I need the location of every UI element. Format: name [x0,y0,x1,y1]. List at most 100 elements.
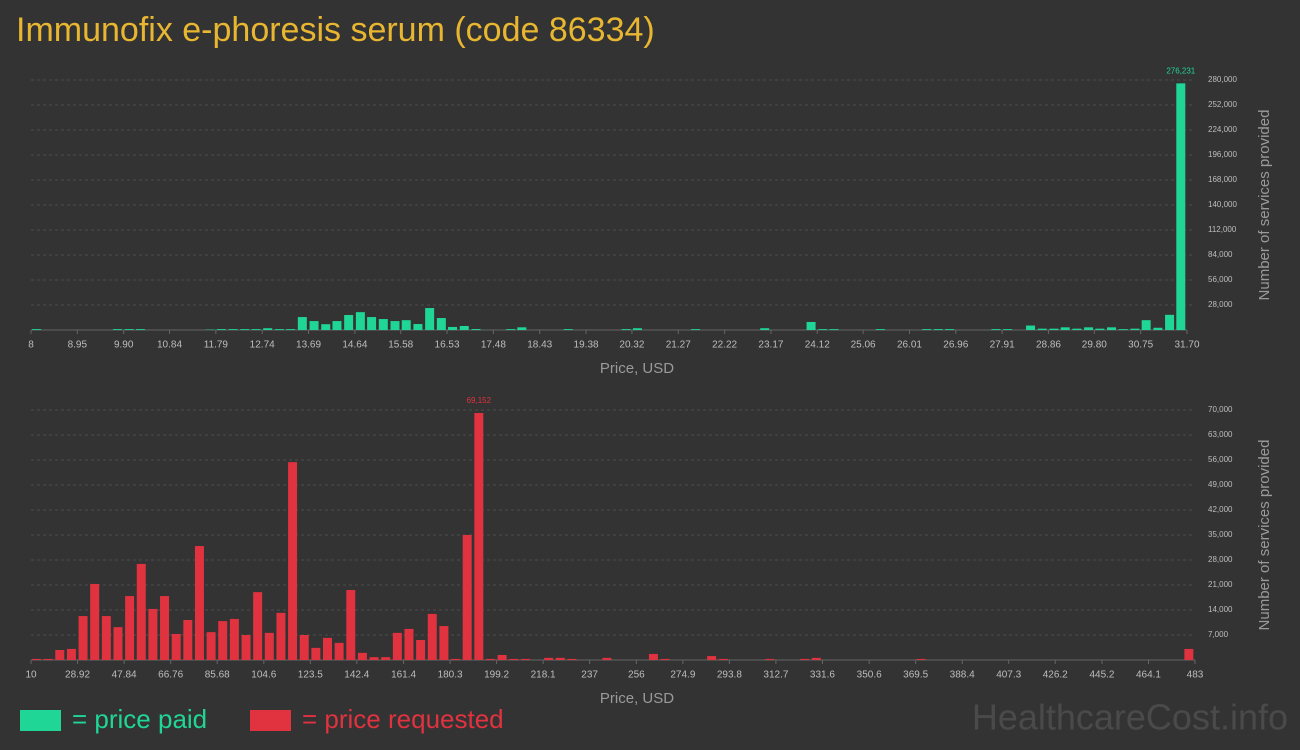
y-tick-label: 196,000 [1208,150,1237,159]
bar [321,324,331,330]
bar [621,329,631,330]
x-axis-title: Price, USD [600,690,674,707]
y-tick-label: 140,000 [1208,200,1237,209]
bar [875,329,885,330]
bar [90,583,100,660]
watermark: HealthcareCost.info [972,697,1288,738]
bar [334,642,344,660]
x-tick-label: 142.4 [344,670,369,681]
bar [1176,83,1186,331]
bar [718,658,728,660]
x-tick-label: 104.6 [251,670,276,681]
bar [311,647,321,660]
bar [355,312,365,330]
x-tick-label: 464.1 [1136,670,1161,681]
x-tick-label: 22.22 [712,340,737,351]
bar [485,658,495,660]
x-tick-label: 24.12 [805,340,830,351]
x-tick-label: 47.84 [112,670,137,681]
y-tick-label: 63,000 [1208,430,1233,439]
bar [567,658,577,660]
y-tick-label: 7,000 [1208,630,1229,639]
bar [332,321,342,330]
x-tick-label: 180.3 [438,670,463,681]
bar [602,657,612,660]
bar [1072,328,1082,330]
bar [632,328,642,330]
bar [1095,328,1105,330]
bar [497,655,507,660]
y-tick-label: 56,000 [1208,275,1233,284]
x-tick-label: 218.1 [531,670,556,681]
bar [1184,648,1194,660]
bar [404,628,414,660]
bar [241,635,251,660]
value-label: 69,152 [467,396,492,405]
x-tick-label: 21.27 [666,340,691,351]
x-tick-label: 29.80 [1082,340,1107,351]
x-tick-label: 28.86 [1036,340,1061,351]
bar [264,632,274,660]
bar [916,658,926,660]
bar [369,657,379,660]
bar [113,627,123,660]
bar [357,652,367,660]
legend-label: = price paid [72,704,207,734]
bar [818,329,828,330]
x-tick-label: 28.92 [65,670,90,681]
x-tick-label: 20.32 [619,340,644,351]
bar [392,632,402,660]
x-axis-title: Price, USD [600,360,674,377]
bar [112,329,122,330]
bar [228,329,238,330]
bar [401,320,411,330]
page-title: Immunofix e-phoresis serum (code 86334) [16,11,655,49]
bar [297,317,307,330]
x-tick-label: 23.17 [758,340,783,351]
bar [1118,329,1128,330]
bar [451,658,461,660]
legend-label: = price requested [302,704,504,734]
x-tick-label: 8.95 [68,340,88,351]
bar [544,657,554,660]
y-tick-label: 42,000 [1208,505,1233,514]
bar [253,592,263,660]
bar [1084,327,1094,330]
bar [765,658,775,660]
bar [1026,325,1036,330]
bar [286,329,296,330]
x-tick-label: 350.6 [857,670,882,681]
x-tick-label: 27.91 [990,340,1015,351]
bar [660,658,670,660]
bar [183,620,193,660]
bar [323,637,332,660]
y-tick-label: 84,000 [1208,250,1233,259]
y-tick-label: 35,000 [1208,530,1233,539]
bar [517,327,527,330]
x-tick-label: 369.5 [903,670,928,681]
x-tick-label: 11.79 [204,340,229,351]
y-tick-label: 28,000 [1208,555,1233,564]
y-tick-label: 28,000 [1208,300,1233,309]
bar [506,329,516,330]
x-tick-label: 16.53 [435,340,460,351]
y-tick-label: 56,000 [1208,455,1233,464]
bar [1107,327,1117,330]
x-tick-label: 9.90 [114,340,134,351]
x-tick-label: 14.64 [342,340,367,351]
bar [829,329,839,330]
y-tick-label: 70,000 [1208,405,1233,414]
bar [811,657,821,660]
bar [229,618,239,660]
x-tick-label: 13.69 [296,340,321,351]
x-tick-label: 15.58 [388,340,413,351]
bar [276,612,286,660]
x-tick-label: 26.96 [943,340,968,351]
bar [555,657,565,660]
bar [309,321,319,330]
x-tick-label: 274.9 [670,670,695,681]
bar [378,319,388,330]
bar [218,621,228,660]
x-tick-label: 312.7 [763,670,788,681]
x-tick-label: 123.5 [298,670,323,681]
